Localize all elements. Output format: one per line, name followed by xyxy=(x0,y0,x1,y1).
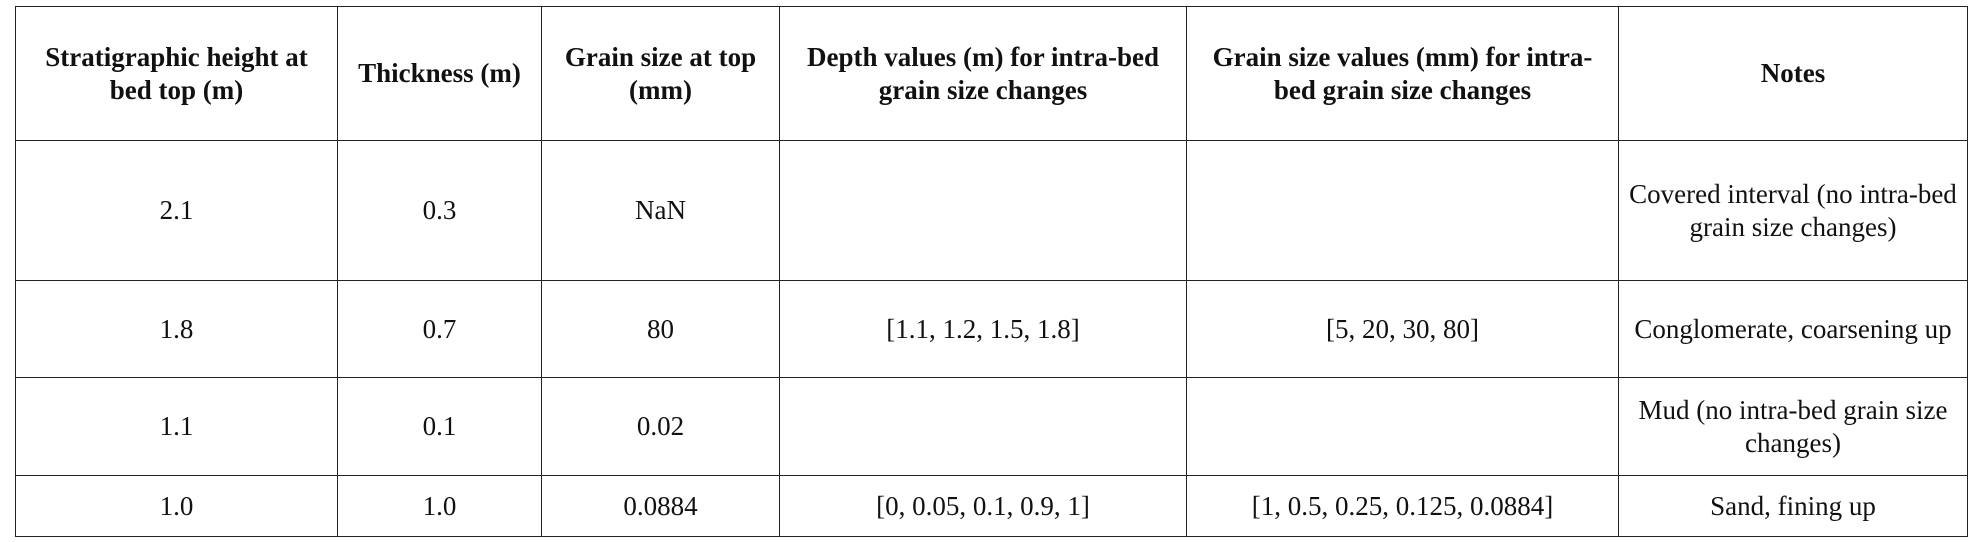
table-row: 2.1 0.3 NaN Covered interval (no intra-bed … xyxy=(15,140,1968,281)
table-body: 2.1 0.3 NaN Covered interval (no intra-bed … xyxy=(15,140,1968,537)
table-cell: 0.3 xyxy=(337,140,542,281)
table-cell: [1.1, 1.2, 1.5, 1.8] xyxy=(779,280,1187,378)
column-header: Grain size at top (mm) xyxy=(541,6,780,141)
table-row: 1.1 0.1 0.02 Mud (no intra-bed grain size c… xyxy=(15,377,1968,476)
table-cell: 1.0 xyxy=(15,475,338,537)
table-cell: 1.1 xyxy=(15,377,338,476)
column-header: Notes xyxy=(1618,6,1968,141)
table-cell: 0.02 xyxy=(541,377,780,476)
table-cell: [0, 0.05, 0.1, 0.9, 1] xyxy=(779,475,1187,537)
data-table: Stratigraphic height at bed top (m) Thick… xyxy=(15,6,1968,537)
table-cell: Covered interval (no intra-bed grain siz… xyxy=(1618,140,1968,281)
table-cell: 1.0 xyxy=(337,475,542,537)
table-row: 1.0 1.0 0.0884 [0, 0.05, 0.1, 0.9, 1] [1, 0.… xyxy=(15,475,1968,537)
header-row: Stratigraphic height at bed top (m) Thick… xyxy=(15,6,1968,141)
column-header: Stratigraphic height at bed top (m) xyxy=(15,6,338,141)
table-cell xyxy=(779,140,1187,281)
table-cell: NaN xyxy=(541,140,780,281)
table-row: 1.8 0.7 80 [1.1, 1.2, 1.5, 1.8] [5, 20, 30, … xyxy=(15,280,1968,378)
table-cell xyxy=(779,377,1187,476)
table-cell: Conglomerate, coarsening up xyxy=(1618,280,1968,378)
table-cell: [5, 20, 30, 80] xyxy=(1186,280,1619,378)
table-cell: 0.1 xyxy=(337,377,542,476)
table-cell: Sand, fining up xyxy=(1618,475,1968,537)
table-cell: 2.1 xyxy=(15,140,338,281)
table-cell xyxy=(1186,377,1619,476)
table-cell: 0.0884 xyxy=(541,475,780,537)
table-cell: 80 xyxy=(541,280,780,378)
table-cell: 1.8 xyxy=(15,280,338,378)
table-cell: Mud (no intra-bed grain size changes) xyxy=(1618,377,1968,476)
column-header: Thickness (m) xyxy=(337,6,542,141)
column-header: Depth values (m) for intra-bed grain siz… xyxy=(779,6,1187,141)
table-cell xyxy=(1186,140,1619,281)
column-header: Grain size values (mm) for intra-bed gra… xyxy=(1186,6,1619,141)
table-cell: [1, 0.5, 0.25, 0.125, 0.0884] xyxy=(1186,475,1619,537)
table-cell: 0.7 xyxy=(337,280,542,378)
